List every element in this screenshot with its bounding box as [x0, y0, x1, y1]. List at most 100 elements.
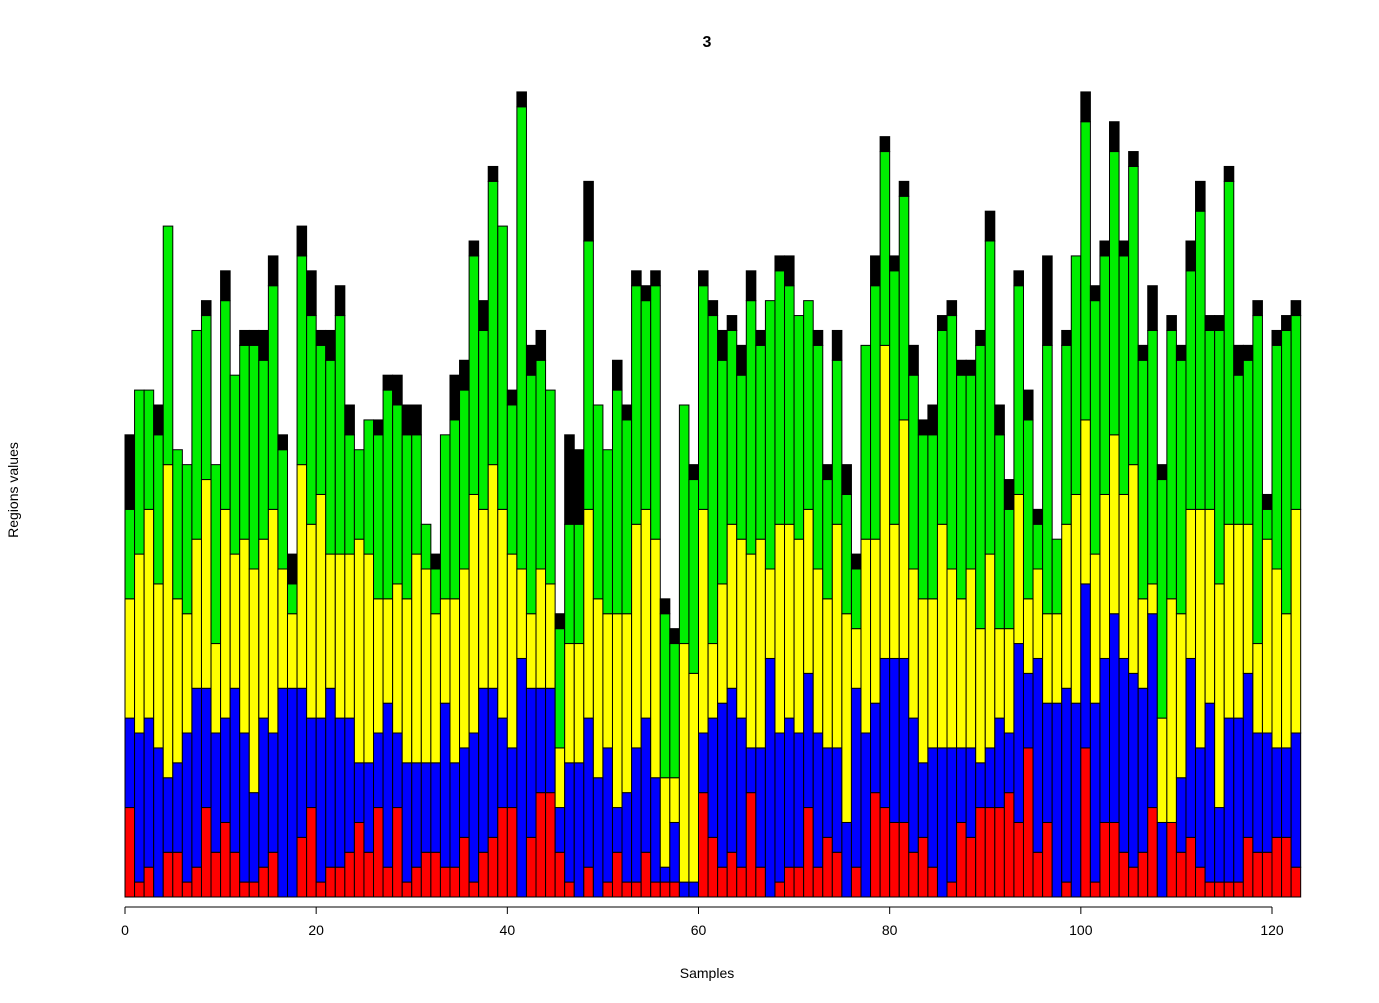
bar-segment-red-41	[506, 807, 518, 898]
bar-segment-black-90	[975, 329, 986, 346]
bar-segment-blue-120	[1261, 732, 1273, 853]
bar-segment-red-118	[1242, 836, 1254, 898]
bar-segment-green-1	[124, 508, 136, 600]
bar-segment-green-60	[688, 479, 700, 674]
bar-segment-red-25	[353, 821, 365, 898]
bar-segment-red-45	[545, 792, 556, 898]
bar-segment-green-17	[277, 449, 288, 570]
bar-segment-yellow-117	[1233, 523, 1244, 719]
bar-segment-green-90	[975, 344, 986, 630]
bar-segment-green-98	[1051, 538, 1063, 615]
bar-segment-black-44	[535, 329, 547, 361]
bar-segment-blue-112	[1185, 657, 1197, 838]
bar-segment-yellow-3	[143, 508, 155, 719]
bar-segment-black-28	[382, 374, 394, 391]
bar-segment-red-73	[812, 866, 824, 898]
bar-segment-red-117	[1233, 881, 1244, 898]
bar-segment-blue-21	[315, 717, 327, 883]
bar-segment-green-3	[143, 389, 155, 510]
bar-segment-red-121	[1271, 836, 1283, 898]
bar-segment-red-122	[1281, 836, 1292, 898]
bar-segment-blue-25	[353, 762, 365, 823]
bar-segment-yellow-95	[1022, 598, 1034, 674]
bar-segment-red-82	[898, 821, 910, 898]
bar-segment-yellow-23	[334, 553, 346, 719]
bar-segment-black-87	[946, 300, 958, 317]
bar-segment-green-104	[1109, 151, 1120, 436]
bar-segment-blue-68	[764, 657, 776, 898]
bar-segment-green-44	[535, 359, 547, 570]
bar-segment-yellow-93	[1003, 628, 1015, 734]
bar-segment-black-52	[611, 359, 623, 391]
bar-segment-blue-26	[363, 762, 375, 853]
bar-segment-blue-19	[296, 687, 308, 838]
bar-segment-red-64	[726, 851, 738, 898]
bar-segment-green-57	[659, 613, 671, 779]
bar-segment-yellow-50	[592, 598, 604, 779]
bar-segment-blue-8	[191, 687, 202, 868]
bar-segment-green-93	[1003, 508, 1015, 630]
bar-segment-black-41	[506, 389, 518, 406]
bar-segment-red-63	[717, 866, 728, 898]
bar-segment-red-5	[162, 851, 174, 898]
bar-segment-red-90	[975, 807, 986, 898]
bar-segment-green-59	[678, 404, 690, 645]
bar-segment-blue-43	[525, 687, 537, 838]
bar-segment-blue-72	[803, 672, 814, 809]
bar-segment-black-37	[468, 240, 480, 257]
bar-segment-green-76	[841, 493, 852, 615]
bar-segment-black-65	[736, 344, 747, 376]
bar-segment-blue-115	[1214, 807, 1225, 883]
bar-segment-yellow-51	[602, 613, 613, 749]
bar-segment-blue-118	[1242, 672, 1254, 838]
bar-segment-red-116	[1223, 881, 1235, 898]
bar-segment-green-116	[1223, 180, 1235, 525]
bar-segment-yellow-56	[650, 538, 661, 779]
bar-segment-red-12	[229, 851, 241, 898]
bar-segment-yellow-80	[879, 344, 891, 659]
bar-segment-red-32	[420, 851, 432, 898]
bar-segment-blue-60	[688, 881, 700, 898]
bar-segment-blue-31	[411, 762, 422, 868]
bar-segment-yellow-82	[898, 419, 910, 659]
bar-segment-red-37	[468, 881, 480, 898]
bar-segment-black-54	[631, 270, 642, 287]
bar-segment-black-108	[1147, 285, 1158, 331]
bar-segment-black-42	[516, 91, 527, 108]
bar-segment-yellow-71	[793, 538, 805, 734]
bar-segment-green-7	[181, 464, 193, 615]
bar-segment-yellow-22	[325, 553, 336, 689]
bar-segment-blue-66	[745, 747, 757, 794]
bar-segment-blue-113	[1195, 747, 1206, 868]
bar-segment-red-91	[984, 807, 996, 898]
bar-segment-red-16	[267, 851, 279, 898]
bar-segment-green-84	[917, 434, 929, 600]
bar-segment-yellow-106	[1128, 464, 1139, 674]
bar-segment-green-115	[1214, 329, 1225, 585]
bar-segment-blue-121	[1271, 747, 1283, 838]
bar-segment-blue-38	[478, 687, 489, 853]
bar-segment-yellow-20	[306, 523, 317, 719]
bar-segment-red-112	[1185, 836, 1197, 898]
bar-segment-blue-81	[889, 657, 900, 823]
bar-segment-blue-122	[1281, 747, 1292, 838]
bar-segment-yellow-26	[363, 553, 375, 764]
bar-segment-blue-13	[239, 732, 250, 883]
bar-segment-red-123	[1290, 866, 1302, 898]
bar-segment-black-61	[698, 270, 709, 287]
bar-segment-yellow-120	[1261, 538, 1273, 734]
bar-segment-yellow-39	[487, 464, 499, 689]
bar-segment-yellow-85	[927, 598, 938, 749]
bar-segment-black-94	[1013, 270, 1024, 287]
bar-segment-blue-69	[774, 732, 786, 883]
bar-segment-blue-58	[669, 821, 680, 883]
bar-segment-black-62	[707, 300, 719, 317]
bar-segment-green-101	[1080, 121, 1091, 421]
bar-segment-blue-6	[172, 762, 183, 853]
bar-segment-yellow-98	[1051, 613, 1063, 704]
bar-segment-red-57	[659, 881, 671, 898]
bar-segment-red-7	[181, 881, 193, 898]
bar-segment-red-84	[917, 836, 929, 898]
bar-segment-black-70	[784, 255, 795, 287]
bar-segment-blue-94	[1013, 643, 1024, 823]
